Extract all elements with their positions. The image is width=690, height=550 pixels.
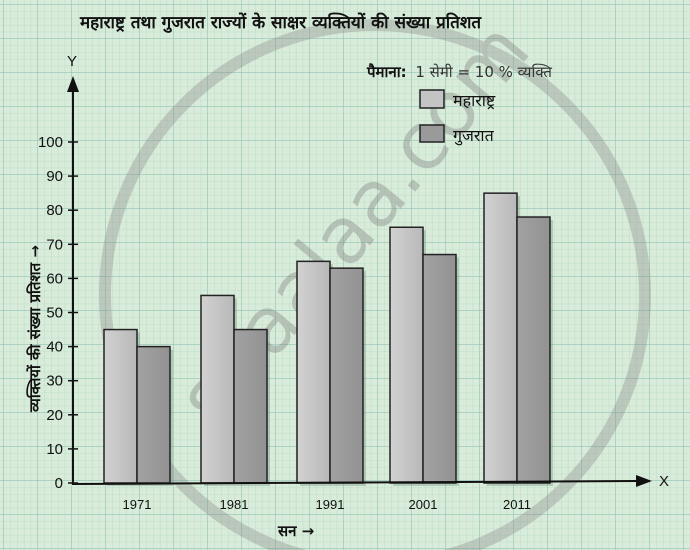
y-tick-label: 50 xyxy=(46,305,63,322)
bar-gujarat-2001 xyxy=(422,253,457,484)
x-tick-label: 2001 xyxy=(409,497,438,512)
chart-title: महाराष्ट्र तथा गुजरात राज्यों के साक्षर … xyxy=(79,12,482,33)
legend-swatch-maharashtra xyxy=(419,89,445,109)
y-axis-label: व्यक्तियों की संख्या प्रतिशत → xyxy=(26,245,44,413)
bar-gujarat-1981 xyxy=(233,328,268,484)
y-tick-label: 0 xyxy=(55,475,63,492)
bars xyxy=(103,192,553,486)
x-axis-letter: X xyxy=(659,473,669,490)
x-ticks: 1971 1981 1991 2001 2011 xyxy=(123,497,531,512)
legend-swatch-gujarat xyxy=(419,124,445,143)
legend: महाराष्ट्र गुजरात xyxy=(419,89,496,146)
bar-maharashtra-2011 xyxy=(483,192,518,484)
bar-gujarat-1991 xyxy=(329,267,364,484)
scale-label-bold: पैमाना: xyxy=(366,63,407,81)
bar-maharashtra-2001 xyxy=(389,226,424,484)
y-ticks: 0 10 20 30 40 50 60 70 80 90 100 xyxy=(38,134,78,492)
bar-gujarat-2011 xyxy=(516,216,551,484)
x-tick-label: 2011 xyxy=(503,497,531,512)
x-axis xyxy=(72,480,641,485)
y-tick-label: 100 xyxy=(38,134,63,151)
y-tick-label: 20 xyxy=(46,407,63,424)
scale-label: पैमाना: 1 सेमी = 10 % व्यक्ति xyxy=(366,63,552,81)
legend-label-maharashtra: महाराष्ट्र xyxy=(453,91,496,110)
bar-maharashtra-1991 xyxy=(296,260,331,484)
bar-maharashtra-1981 xyxy=(200,294,235,484)
bar-maharashtra-1971 xyxy=(103,328,138,484)
y-tick-label: 60 xyxy=(46,270,63,287)
scale-text: 1 सेमी = 10 % व्यक्ति xyxy=(415,63,552,81)
y-tick-label: 10 xyxy=(46,441,63,458)
y-tick-label: 80 xyxy=(46,202,63,219)
legend-label-gujarat: गुजरात xyxy=(453,126,495,146)
x-tick-label: 1991 xyxy=(316,497,345,512)
x-axis-arrow-icon xyxy=(636,475,652,487)
y-tick-label: 30 xyxy=(46,373,63,390)
y-axis-arrow-icon xyxy=(67,76,79,92)
x-tick-label: 1971 xyxy=(123,497,152,512)
y-tick-label: 90 xyxy=(46,168,63,185)
x-tick-label: 1981 xyxy=(220,497,249,512)
y-tick-label: 70 xyxy=(46,236,63,253)
x-axis-label: सन → xyxy=(277,522,314,540)
y-tick-label: 40 xyxy=(46,339,63,356)
y-axis-letter: Y xyxy=(67,53,77,70)
bar-gujarat-1971 xyxy=(136,345,171,484)
axes xyxy=(67,76,652,487)
